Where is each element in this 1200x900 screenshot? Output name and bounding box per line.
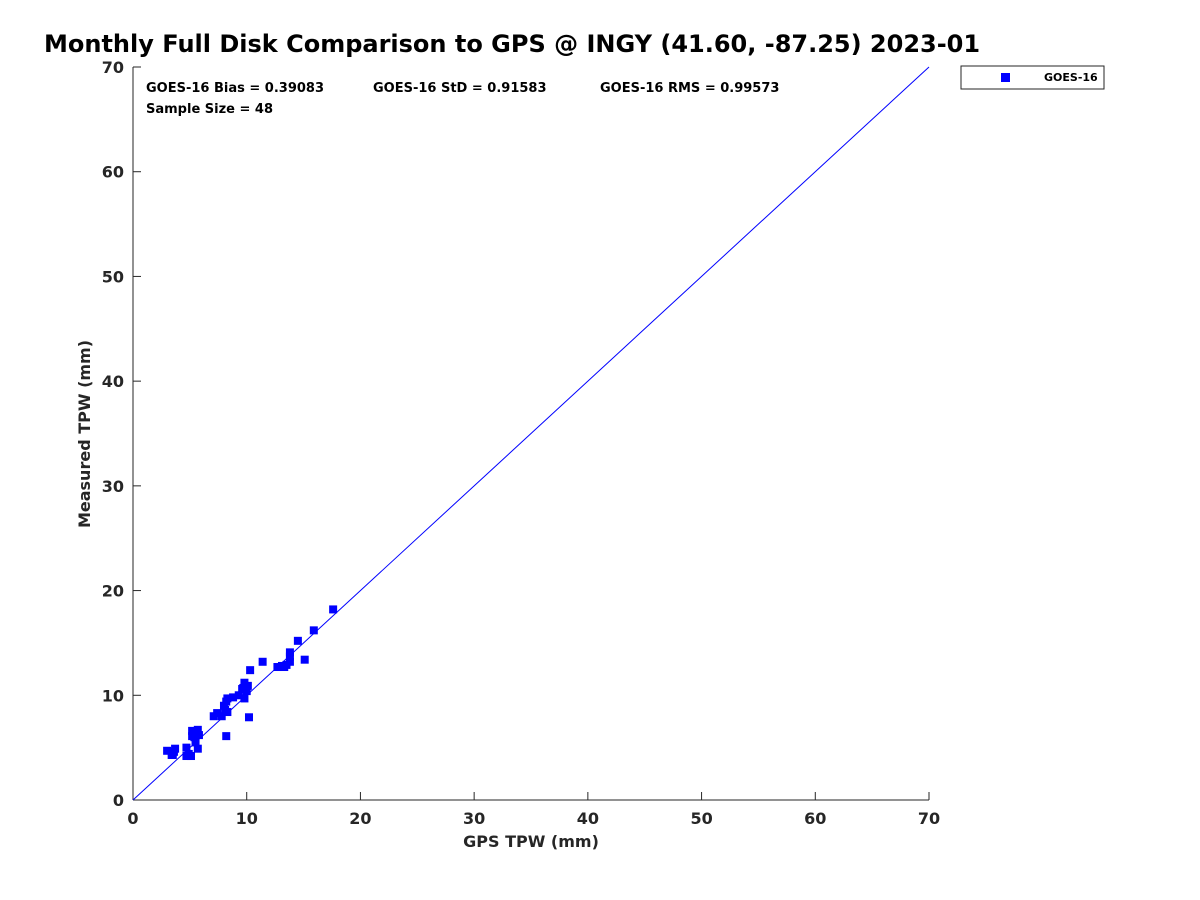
data-point [163,746,172,755]
y-tick-label: 70 [102,58,124,77]
data-point [194,731,203,740]
data-point [309,626,318,635]
x-tick-label: 20 [349,809,371,828]
y-tick-label: 60 [102,163,124,182]
data-point [246,666,255,675]
x-tick-label: 70 [918,809,940,828]
data-point [240,694,249,703]
data-point [219,701,228,710]
data-point [244,713,253,722]
data-point [239,683,248,692]
data-point [193,744,202,753]
y-axis-label: Measured TPW (mm) [75,340,94,528]
legend-box [960,65,1105,90]
y-tick-label: 40 [102,372,124,391]
x-tick-label: 30 [463,809,485,828]
stat-sample-size: Sample Size = 48 [146,102,273,117]
data-point [243,681,252,690]
y-tick-label: 0 [113,791,124,810]
data-point [223,708,232,717]
legend-entry-label: GOES-16 [1044,71,1098,84]
data-points [163,605,338,761]
stat-std: GOES-16 StD = 0.91583 [373,81,547,96]
data-point [184,749,193,758]
data-point [234,691,243,700]
data-point [222,732,231,741]
stat-bias: GOES-16 Bias = 0.39083 [146,81,324,96]
data-point [285,657,294,666]
x-tick-label: 10 [236,809,258,828]
one-to-one-line [132,66,930,801]
axes [132,66,930,801]
legend-marker [1001,73,1010,82]
data-point [300,655,309,664]
data-point [182,743,191,752]
data-point [258,657,267,666]
data-point [190,733,199,742]
y-tick-label: 30 [102,477,124,496]
data-point [273,663,282,672]
x-tick-label: 50 [690,809,712,828]
data-point [293,636,302,645]
data-point [229,693,238,702]
x-axis-label: GPS TPW (mm) [463,832,599,851]
y-tick-label: 20 [102,582,124,601]
stats-annotations: GOES-16 Bias = 0.39083 GOES-16 StD = 0.9… [146,81,779,117]
x-tick-label: 60 [804,809,826,828]
chart-title: Monthly Full Disk Comparison to GPS @ IN… [44,30,981,58]
data-point [193,725,202,734]
data-point [280,663,289,672]
reference-line-group [132,66,930,801]
y-tick-label: 10 [102,686,124,705]
data-point [213,709,222,718]
legend: GOES-16 [960,65,1105,90]
data-point [329,605,338,614]
data-point [217,712,226,721]
y-tick-label: 50 [102,267,124,286]
tick-labels: 0 10 20 30 40 50 60 70 0 10 20 30 40 50 60 70 [102,58,940,828]
stat-rms: GOES-16 RMS = 0.99573 [600,81,779,96]
x-tick-label: 40 [577,809,599,828]
data-point [285,652,294,661]
data-point [168,750,177,759]
data-point [191,738,200,747]
data-point [171,744,180,753]
data-point [223,694,232,703]
data-point [285,648,294,657]
x-tick-label: 0 [127,809,138,828]
